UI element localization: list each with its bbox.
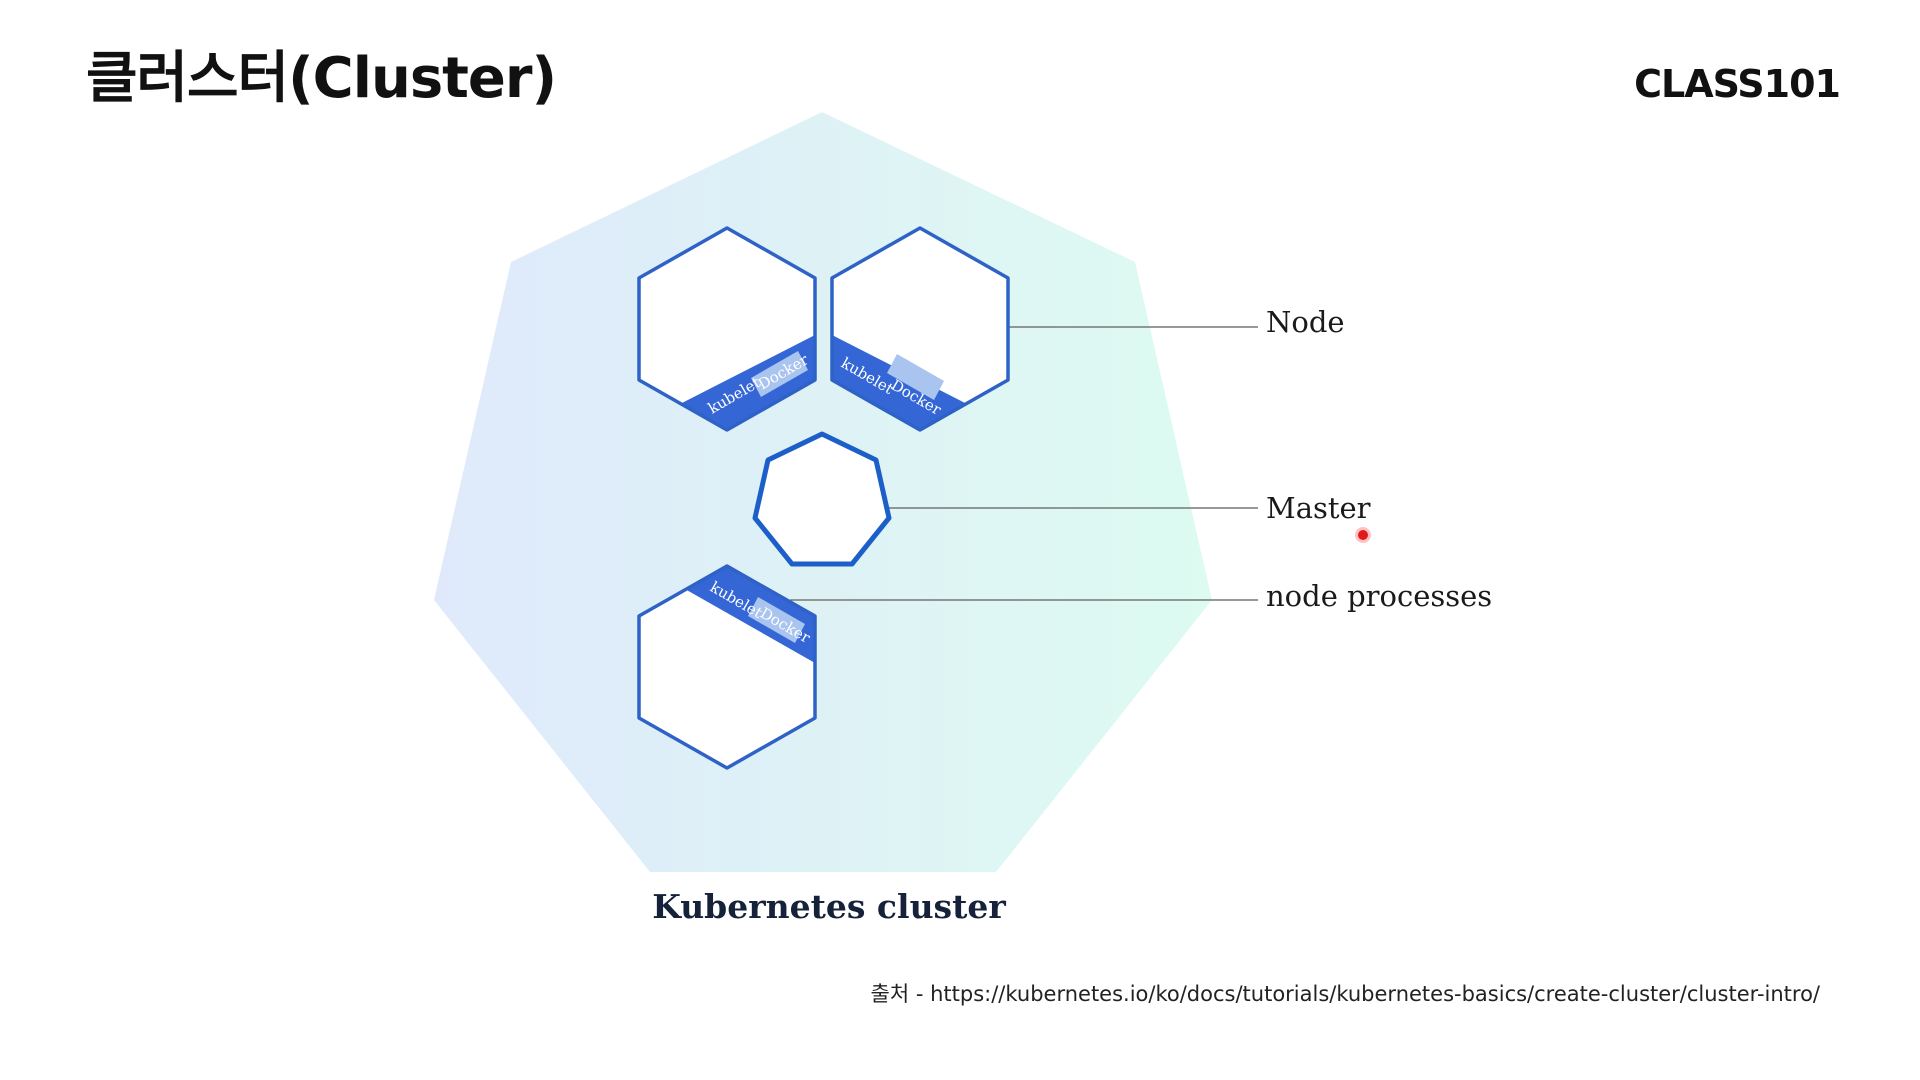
source-credit: 출처 - https://kubernetes.io/ko/docs/tutor… [870,982,1820,1006]
node-processes-label: node processes [1266,579,1492,613]
master-heptagon [752,431,892,567]
page-title: 클러스터(Cluster) [86,46,557,111]
brand-logo: CLASS101 [1634,62,1841,106]
node-hexagon-1: kubelet Docker [637,226,817,432]
master-label: Master [1266,491,1371,525]
node-hexagon-2: kubelet Docker [830,226,1010,432]
cluster-caption: Kubernetes cluster [652,887,1006,926]
node-label: Node [1266,305,1345,339]
cursor-pointer-icon [1358,530,1368,540]
